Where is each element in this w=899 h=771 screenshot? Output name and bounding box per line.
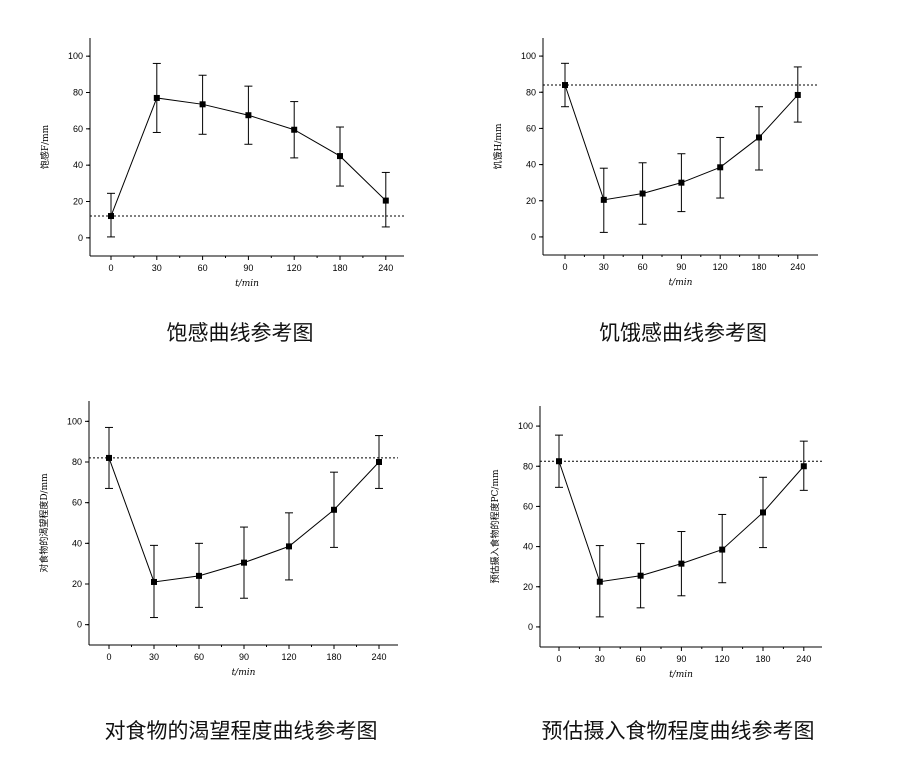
- x-tick-label: 30: [152, 263, 162, 273]
- y-tick-label: 100: [68, 51, 83, 61]
- y-axis-title: 饥饿H/mm: [492, 123, 504, 169]
- x-tick-label: 0: [108, 263, 113, 273]
- y-tick-label: 20: [73, 197, 83, 207]
- data-point: [756, 134, 762, 141]
- y-axis-title: 饱感F/mm: [39, 124, 51, 169]
- data-point: [331, 506, 337, 513]
- x-tick-label: 90: [676, 654, 686, 664]
- x-axis-title: t/min: [669, 670, 693, 680]
- x-tick-label: 180: [332, 263, 347, 273]
- data-point: [678, 179, 685, 186]
- y-tick-label: 100: [521, 51, 536, 61]
- y-axis-title: 对食物的渴望程度D/mm: [38, 473, 50, 573]
- data-point: [760, 509, 766, 516]
- chart-satiety: 0 20 40 60 80 100 0 30 60 90 120 180 240 t/min 饱感F/mm 饱…: [39, 38, 404, 345]
- x-tick-label: 240: [371, 652, 386, 662]
- data-point: [639, 190, 646, 197]
- data-point: [337, 153, 343, 160]
- data-point: [245, 112, 252, 119]
- data-point: [291, 126, 298, 133]
- y-tick-label: 80: [526, 87, 536, 97]
- y-tick-label: 60: [526, 123, 536, 133]
- data-point: [196, 572, 202, 579]
- x-tick-label: 90: [239, 652, 249, 662]
- x-tick-label: 0: [106, 652, 111, 662]
- y-tick-label: 40: [526, 160, 536, 170]
- data-point: [382, 197, 389, 204]
- y-tick-label: 80: [523, 461, 533, 471]
- x-tick-label: 240: [378, 263, 393, 273]
- x-tick-label: 180: [326, 652, 341, 662]
- data-point: [151, 578, 157, 585]
- data-point: [286, 543, 292, 550]
- data-point: [596, 578, 603, 585]
- y-tick-label: 40: [523, 542, 533, 552]
- data-point: [241, 559, 247, 566]
- x-tick-label: 30: [149, 652, 159, 662]
- x-tick-label: 120: [281, 652, 296, 662]
- y-tick-label: 0: [531, 232, 536, 242]
- chart-hunger: 0 20 40 60 80 100 0 30 60 90 120 180 240 t/min 饥饿H/mm 饥…: [492, 38, 818, 345]
- data-point: [556, 458, 562, 465]
- x-tick-label: 90: [676, 262, 686, 272]
- y-tick-label: 100: [67, 416, 82, 426]
- x-tick-label: 180: [755, 654, 770, 664]
- x-axis-title: t/min: [232, 668, 256, 678]
- x-tick-label: 90: [243, 263, 253, 273]
- data-point: [794, 91, 801, 98]
- data-point: [717, 164, 724, 171]
- y-tick-label: 0: [78, 233, 83, 243]
- x-tick-label: 60: [194, 652, 204, 662]
- x-tick-label: 60: [198, 263, 208, 273]
- x-axis-title: t/min: [235, 279, 259, 289]
- y-axis-title: 预估摄入食物的程度PC/mm: [489, 469, 501, 584]
- y-tick-label: 60: [523, 501, 533, 511]
- data-point: [637, 572, 644, 579]
- data-point: [153, 94, 160, 101]
- data-point: [106, 454, 112, 461]
- data-point: [199, 101, 206, 108]
- data-point: [678, 560, 685, 567]
- chart-estimated-intake: 0 20 40 60 80 100 0 30 60 90 120 180 240 t/min 预估摄入食物的…: [489, 406, 822, 743]
- data-point: [719, 546, 726, 553]
- chart-caption: 饱感曲线参考图: [167, 321, 314, 345]
- y-tick-label: 60: [73, 124, 83, 134]
- data-point: [376, 459, 382, 465]
- data-point: [562, 82, 568, 89]
- y-tick-label: 80: [73, 88, 83, 98]
- x-tick-label: 120: [287, 263, 302, 273]
- y-tick-label: 40: [73, 160, 83, 170]
- x-tick-label: 120: [715, 654, 730, 664]
- y-tick-label: 20: [523, 582, 533, 592]
- x-tick-label: 60: [636, 654, 646, 664]
- y-tick-label: 20: [72, 579, 82, 589]
- x-tick-label: 120: [713, 262, 728, 272]
- y-tick-label: 100: [518, 421, 533, 431]
- y-tick-label: 60: [72, 498, 82, 508]
- y-tick-label: 40: [72, 538, 82, 548]
- y-tick-label: 0: [77, 620, 82, 630]
- chart-food-desire: 0 20 40 60 80 100 0 30 60 90 120 180 240 t/min 对食物的渴望程…: [38, 401, 398, 743]
- x-tick-label: 30: [595, 654, 605, 664]
- data-point: [600, 196, 607, 203]
- x-tick-label: 240: [796, 654, 811, 664]
- data-point: [108, 213, 114, 220]
- data-point: [800, 463, 807, 470]
- x-tick-label: 0: [556, 654, 561, 664]
- x-tick-label: 60: [638, 262, 648, 272]
- y-tick-label: 0: [528, 622, 533, 632]
- x-tick-label: 30: [599, 262, 609, 272]
- chart-caption: 饥饿感曲线参考图: [599, 321, 767, 345]
- y-tick-label: 20: [526, 196, 536, 206]
- chart-caption: 预估摄入食物程度曲线参考图: [542, 719, 815, 743]
- x-tick-label: 180: [751, 262, 766, 272]
- x-axis-title: t/min: [669, 278, 693, 288]
- x-tick-label: 0: [562, 262, 567, 272]
- y-tick-label: 80: [72, 457, 82, 467]
- chart-caption: 对食物的渴望程度曲线参考图: [105, 719, 378, 743]
- x-tick-label: 240: [790, 262, 805, 272]
